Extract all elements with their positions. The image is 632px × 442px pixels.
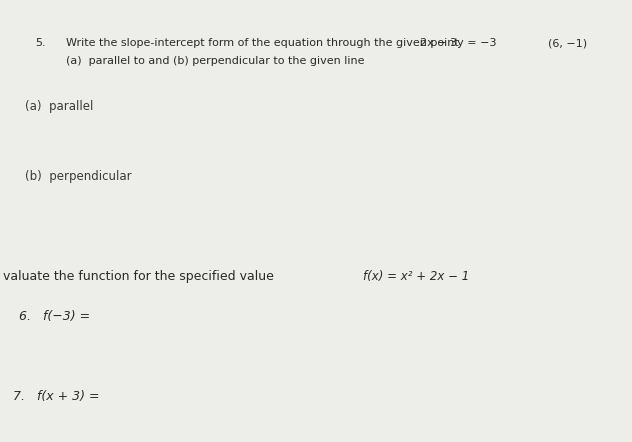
Text: valuate the function for the specified value: valuate the function for the specified v… (3, 270, 274, 283)
Text: (6, −1): (6, −1) (534, 38, 587, 48)
Text: 2x − 3y = −3: 2x − 3y = −3 (420, 38, 497, 48)
Text: 7.   f(x + 3) =: 7. f(x + 3) = (13, 390, 99, 403)
Text: (a)  parallel: (a) parallel (25, 100, 94, 113)
Text: (b)  perpendicular: (b) perpendicular (25, 170, 132, 183)
Text: Write the slope-intercept form of the equation through the given point: Write the slope-intercept form of the eq… (66, 38, 459, 48)
Text: 5.: 5. (35, 38, 46, 48)
Text: 6.   f(−3) =: 6. f(−3) = (19, 310, 90, 323)
Text: (a)  parallel to and (b) perpendicular to the given line: (a) parallel to and (b) perpendicular to… (66, 56, 365, 66)
Text: f(x) = x² + 2x − 1: f(x) = x² + 2x − 1 (363, 270, 470, 283)
